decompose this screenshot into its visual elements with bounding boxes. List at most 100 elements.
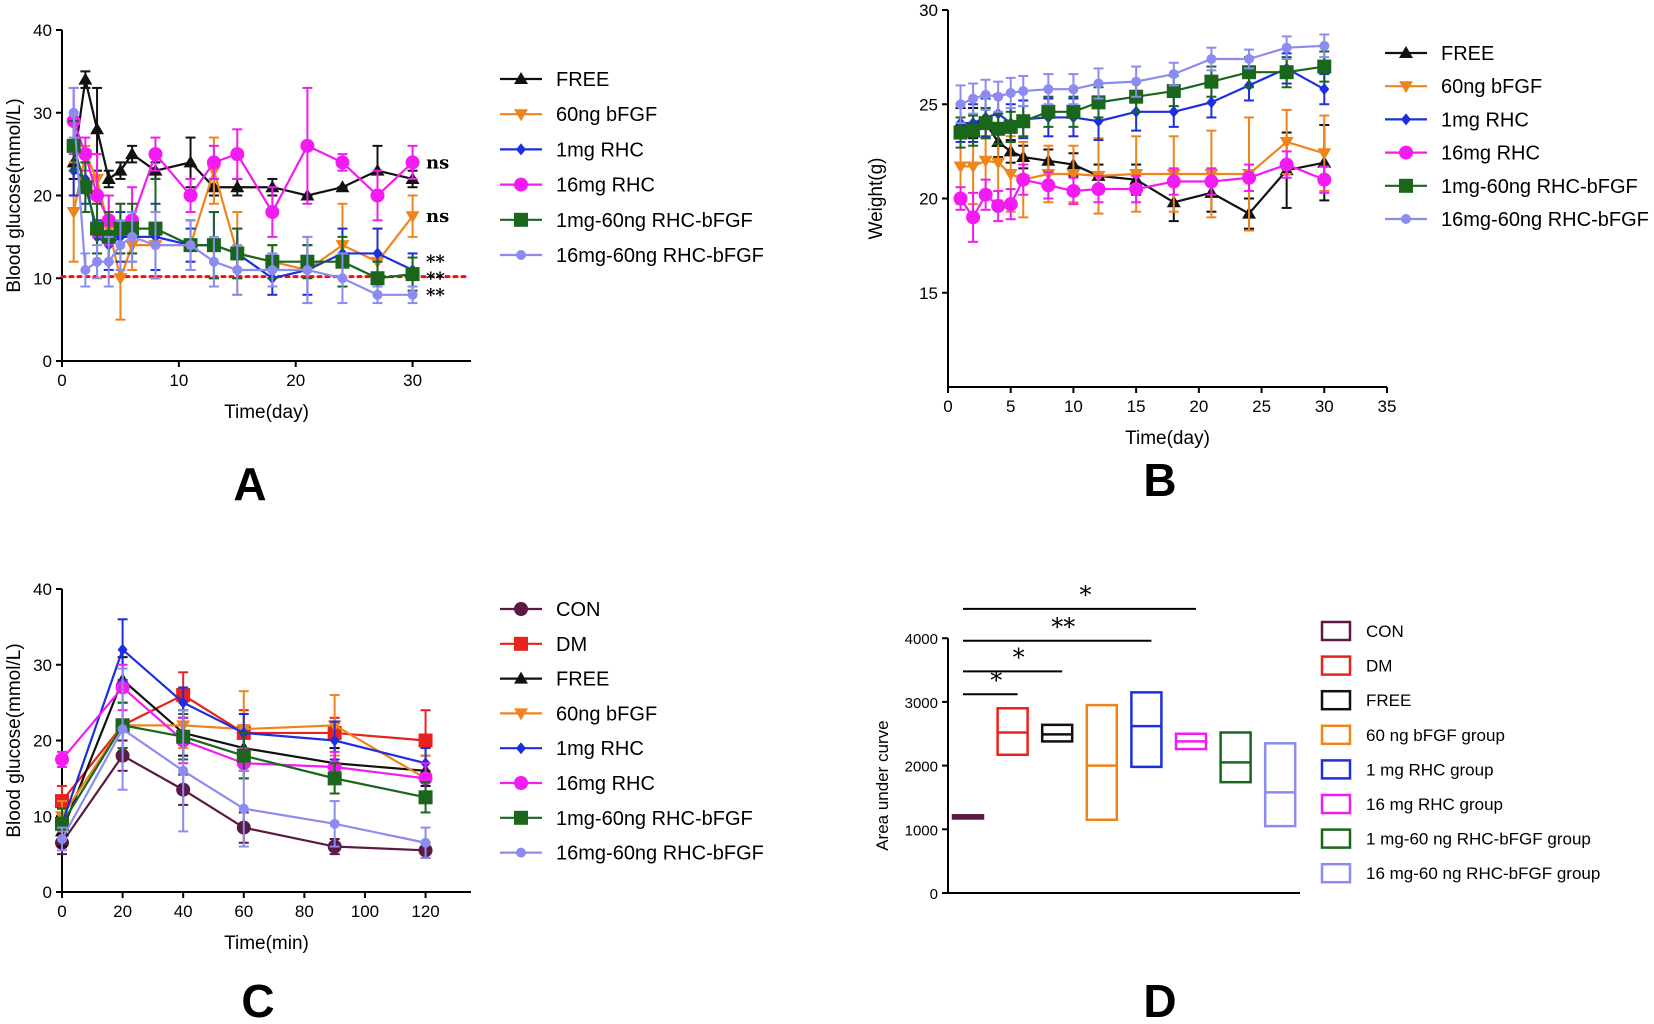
data-point-marker	[125, 147, 140, 160]
y-tick-label: 20	[919, 190, 938, 209]
x-axis-label: Time(min)	[224, 933, 309, 954]
data-point-marker	[978, 116, 993, 131]
y-tick-label: 0	[43, 352, 52, 371]
legend-label: CON	[556, 599, 600, 621]
data-point-marker	[267, 264, 278, 275]
data-point-marker	[66, 138, 81, 153]
legend-marker	[1399, 178, 1413, 193]
legend-marker	[1401, 214, 1411, 224]
legend-swatch	[1320, 862, 1352, 884]
data-point-marker	[953, 125, 968, 140]
legend-item-16mg-rhc: 16mg RHC	[1385, 143, 1540, 165]
data-point-marker	[265, 205, 280, 220]
data-point-marker	[127, 231, 138, 242]
data-point-marker	[1317, 148, 1332, 161]
box-16-mg-60-ng-rhc-bfgf-group	[1263, 742, 1297, 828]
legend-marker	[516, 250, 526, 260]
data-point-marker	[183, 155, 198, 168]
data-point-marker	[978, 155, 993, 168]
significance-label: *	[1013, 643, 1025, 671]
legend-label: 16mg RHC	[1441, 143, 1540, 165]
legend-item-16mg-60ng-rhc-bfgf: 16mg-60ng RHC-bFGF	[500, 245, 764, 267]
y-tick-label: 0	[930, 886, 938, 903]
data-point-marker	[101, 171, 116, 184]
data-point-marker	[329, 734, 340, 747]
legend-item-16mg-rhc: 16mg RHC	[500, 175, 655, 197]
series-line	[960, 140, 1325, 181]
data-point-marker	[1281, 42, 1292, 53]
data-point-marker	[1016, 172, 1031, 187]
significance-annotation: **	[426, 285, 445, 306]
legend-label: 1mg-60ng RHC-bFGF	[556, 210, 753, 232]
legend-swatch	[1320, 828, 1352, 849]
data-point-marker	[1317, 172, 1332, 187]
legend-marker	[514, 177, 528, 192]
data-point-marker	[337, 273, 348, 284]
series-line	[61, 724, 426, 825]
legend-label: FREE	[1366, 691, 1411, 710]
data-point-marker	[966, 210, 981, 225]
legend-marker	[514, 636, 528, 651]
legend-item-16mg-rhc: 16mg RHC	[500, 773, 655, 795]
data-point-marker	[1206, 96, 1217, 109]
panel-label-c: C	[241, 975, 274, 1024]
series-16mg-60ng-rhc-bfgf	[57, 667, 431, 859]
x-tick-label: 0	[943, 397, 952, 416]
legend-label: 1 mg-60 ng RHC-bFGF group	[1366, 830, 1591, 849]
data-point-marker	[1168, 105, 1179, 118]
data-point-marker	[370, 188, 385, 203]
legend-label: 1 mg RHC group	[1366, 760, 1494, 779]
legend-label: 16mg-60ng RHC-bFGF	[556, 245, 764, 267]
x-tick-label: 35	[1378, 397, 1397, 416]
legend-label: 16mg-60ng RHC-bFGF	[556, 843, 764, 865]
x-tick-label: 120	[411, 902, 439, 921]
data-point-marker	[1041, 104, 1056, 119]
box-1-mg-60-ng-rhc-bfgf-group	[1219, 731, 1252, 784]
data-point-marker	[1066, 104, 1081, 119]
box-1-mg-rhc-group	[1130, 691, 1163, 769]
data-point-marker	[183, 188, 198, 203]
data-point-marker	[1005, 87, 1016, 98]
data-point-marker	[953, 191, 968, 206]
data-point-marker	[991, 199, 1006, 214]
box-rect	[1085, 703, 1119, 822]
data-point-marker	[980, 89, 991, 100]
data-point-marker	[66, 207, 81, 220]
x-tick-label: 60	[234, 902, 253, 921]
data-point-marker	[1204, 74, 1219, 89]
legend-marker	[1399, 46, 1413, 58]
x-tick-label: 30	[403, 371, 422, 390]
panel-label-a: A	[233, 458, 266, 510]
legend-item-1mg-60ng-rhc-bfgf: 1mg-60ng RHC-bFGF	[500, 808, 753, 830]
panel-label-b: B	[1143, 454, 1176, 506]
legend-label: 16 mg-60 ng RHC-bFGF group	[1366, 864, 1600, 883]
legend-label: 16mg-60ng RHC-bFGF	[1441, 209, 1649, 231]
data-point-marker	[1131, 76, 1142, 87]
x-tick-label: 20	[286, 371, 305, 390]
data-point-marker	[57, 833, 67, 844]
data-point-marker	[978, 187, 993, 202]
data-point-marker	[955, 99, 966, 110]
series-16mg-60ng-rhc-bfgf	[68, 86, 418, 305]
box-con	[951, 814, 985, 820]
legend-label: 60ng bFGF	[556, 703, 657, 725]
legend-swatch	[1320, 793, 1352, 815]
legend-item-16mg-60ng-rhc-bfgf: 16mg-60ng RHC-bFGF	[1385, 209, 1649, 231]
data-point-marker	[329, 818, 340, 829]
legend-label: 16mg RHC	[556, 175, 655, 197]
data-point-marker	[78, 147, 93, 162]
y-axis-label: Weight(g)	[866, 157, 887, 239]
legend-swatch	[1320, 655, 1352, 676]
y-tick-label: 4000	[905, 631, 938, 648]
data-point-marker	[966, 123, 981, 138]
series-line	[61, 754, 426, 852]
y-tick-label: 20	[33, 187, 52, 206]
box-60-ng-bfgf-group	[1085, 703, 1119, 822]
legend-marker	[516, 742, 526, 755]
y-tick-label: 40	[33, 580, 52, 599]
legend-label: FREE	[1441, 43, 1494, 65]
y-tick-label: 3000	[905, 695, 938, 712]
legend-item-free: FREE	[500, 69, 609, 91]
data-point-marker	[236, 748, 251, 763]
x-tick-label: 30	[1315, 397, 1334, 416]
